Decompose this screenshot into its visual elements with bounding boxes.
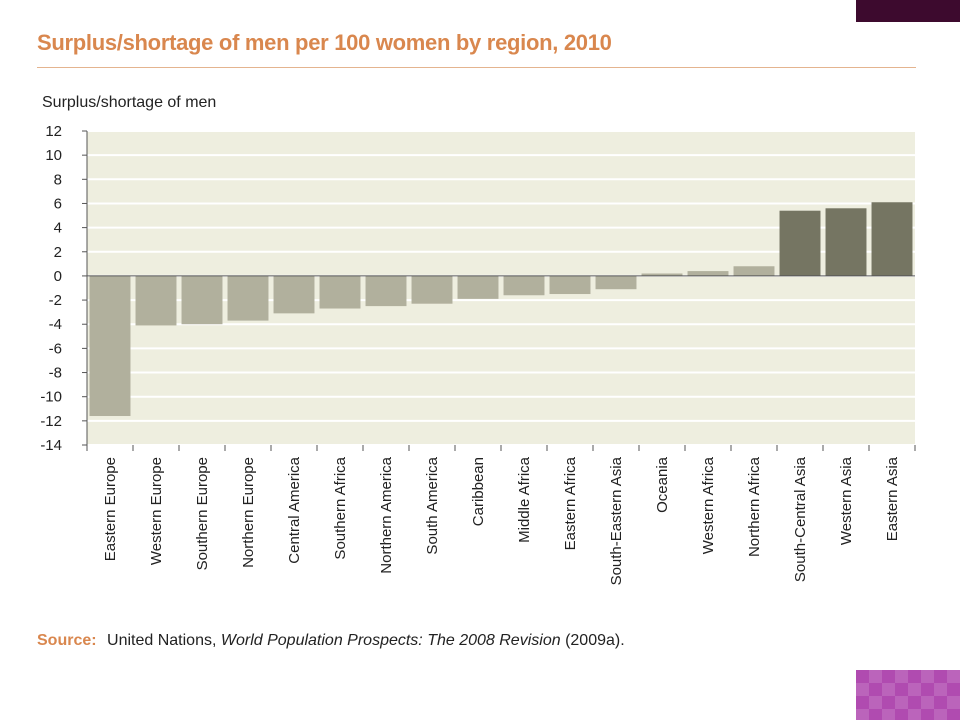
bar: [503, 275, 545, 296]
x-tick-label: Western Asia: [838, 456, 855, 545]
bar: [411, 275, 453, 304]
bar: [871, 202, 913, 276]
x-tick-label: South-Central Asia: [792, 456, 809, 582]
x-tick-label: Eastern Asia: [884, 456, 901, 541]
y-axis-title: Surplus/shortage of men: [42, 94, 217, 111]
x-tick-label: Western Europe: [148, 457, 165, 565]
y-tick-label: 8: [54, 171, 62, 188]
title-divider: [37, 67, 916, 68]
source-year: (2009a).: [565, 632, 625, 649]
bar: [733, 266, 775, 276]
bar: [687, 271, 729, 276]
y-tick-label: 0: [54, 268, 62, 285]
y-tick-label: 12: [45, 123, 62, 140]
y-tick-label: 2: [54, 244, 62, 261]
y-tick-label: -12: [40, 413, 62, 430]
x-tick-label: Central America: [286, 456, 303, 563]
y-tick-label: 4: [54, 220, 62, 237]
x-tick-label: Caribbean: [470, 457, 487, 526]
bar: [181, 275, 223, 325]
chart-title: Surplus/shortage of men per 100 women by…: [37, 30, 612, 55]
x-tick-label: Southern Africa: [332, 456, 349, 559]
bar: [779, 210, 821, 276]
x-tick-label: Northern America: [378, 456, 395, 573]
y-axis-ticks: 12 10 8 6 4 2 0 -2 -4 -6 -8 -10 -12 -14: [40, 123, 87, 454]
bar: [825, 208, 867, 276]
bar: [227, 275, 269, 321]
source-publication: World Population Prospects: The 2008 Rev…: [220, 632, 561, 649]
y-tick-label: -8: [49, 365, 62, 382]
x-tick-label: Northern Europe: [240, 457, 257, 568]
x-tick-label: South-Eastern Asia: [608, 456, 625, 585]
y-tick-label: -14: [40, 437, 62, 454]
bar: [457, 275, 499, 299]
x-tick-label: Eastern Europe: [102, 457, 119, 561]
bar: [365, 275, 407, 307]
x-tick-label: Northern Africa: [746, 456, 763, 557]
bar: [641, 273, 683, 276]
decorative-corner-top: [856, 0, 960, 22]
y-tick-label: -10: [40, 389, 62, 406]
bars: [89, 202, 913, 417]
plot-area: [87, 131, 915, 445]
x-axis-ticks: Eastern Europe Western Europe Southern Eur…: [86, 445, 916, 585]
x-tick-label: Middle Africa: [516, 456, 533, 543]
bar: [549, 275, 591, 295]
y-tick-label: -2: [49, 292, 62, 309]
x-tick-label: South America: [424, 456, 441, 554]
x-tick-label: Eastern Africa: [562, 456, 579, 550]
y-tick-label: 6: [54, 195, 62, 212]
source-organization: United Nations,: [107, 632, 217, 649]
x-tick-label: Oceania: [654, 456, 671, 513]
y-tick-label: -6: [49, 340, 62, 357]
source-label: Source:: [37, 632, 97, 649]
bar: [319, 275, 361, 309]
bar: [89, 275, 131, 417]
y-tick-label: -4: [49, 316, 62, 333]
bar: [273, 275, 315, 314]
source-note: Source: United Nations, World Population…: [37, 632, 625, 650]
x-tick-label: Western Africa: [700, 456, 717, 554]
y-tick-label: 10: [45, 147, 62, 164]
decorative-corner-bottom: [856, 670, 960, 720]
bar: [595, 275, 637, 290]
x-tick-label: Southern Europe: [194, 457, 211, 570]
bar: [135, 275, 177, 326]
